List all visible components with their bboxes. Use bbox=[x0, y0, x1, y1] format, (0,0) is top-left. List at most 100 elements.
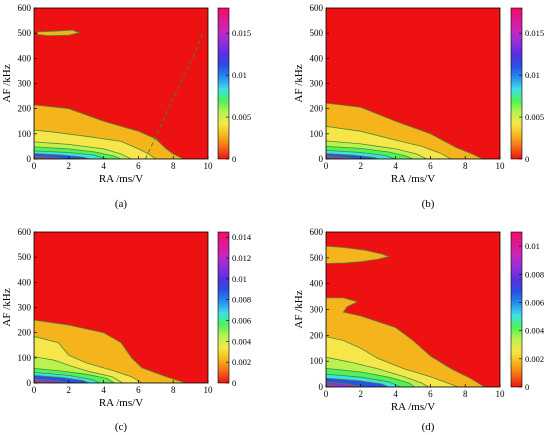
y-tick-label: 200 bbox=[18, 328, 32, 338]
colorbar-tick-label: 0.008 bbox=[232, 295, 251, 305]
x-tick-label: 4 bbox=[101, 385, 106, 395]
colorbar-tick-label: 0.004 bbox=[232, 336, 252, 346]
y-tick-label: 500 bbox=[18, 28, 32, 38]
y-tick-label: 300 bbox=[18, 79, 32, 89]
x-axis-label: RA /ms/V bbox=[99, 397, 143, 409]
contour-layer bbox=[326, 102, 483, 159]
x-tick-label: 10 bbox=[496, 389, 506, 399]
colorbar bbox=[510, 231, 523, 388]
colorbar-tick-label: 0 bbox=[525, 154, 529, 164]
x-tick-label: 4 bbox=[393, 389, 398, 399]
x-axis-label: RA /ms/V bbox=[99, 173, 143, 185]
y-axis-label: AF /kHz bbox=[1, 288, 13, 326]
colorbar-tick-label: 0.002 bbox=[232, 357, 251, 367]
y-tick-label: 0 bbox=[27, 378, 32, 388]
x-tick-label: 8 bbox=[171, 161, 176, 171]
y-tick-label: 500 bbox=[18, 252, 32, 262]
y-tick-label: 600 bbox=[18, 3, 32, 13]
colorbar-tick-label: 0.01 bbox=[232, 274, 247, 284]
colorbar-tick-label: 0.005 bbox=[525, 112, 544, 122]
colorbar-tick-label: 0 bbox=[232, 378, 236, 388]
x-tick-label: 10 bbox=[496, 161, 506, 171]
x-tick-label: 2 bbox=[67, 385, 72, 395]
y-tick-label: 200 bbox=[18, 104, 32, 114]
colorbar-tick-label: 0.005 bbox=[232, 112, 251, 122]
y-tick-label: 400 bbox=[18, 53, 32, 63]
x-tick-label: 6 bbox=[428, 161, 433, 171]
colorbar-tick-label: 0.006 bbox=[232, 316, 251, 326]
y-tick-label: 400 bbox=[18, 277, 32, 287]
colorbar-tick-label: 0 bbox=[232, 154, 236, 164]
colorbar-tick-label: 0.012 bbox=[232, 253, 251, 263]
x-tick-label: 0 bbox=[324, 161, 329, 171]
x-tick-label: 2 bbox=[359, 161, 364, 171]
y-axis-label: AF /kHz bbox=[1, 64, 13, 102]
colorbar bbox=[510, 7, 523, 160]
y-tick-label: 100 bbox=[18, 129, 32, 139]
x-tick-label: 8 bbox=[171, 385, 176, 395]
contour-region-purple bbox=[326, 381, 365, 387]
y-tick-label: 300 bbox=[18, 303, 32, 313]
dashed-line bbox=[144, 33, 204, 159]
colorbar bbox=[217, 231, 230, 384]
y-tick-label: 600 bbox=[310, 227, 324, 237]
contour-layer bbox=[326, 245, 486, 387]
colorbar-tick-label: 0.01 bbox=[232, 70, 247, 80]
y-tick-label: 600 bbox=[18, 227, 32, 237]
y-tick-label: 500 bbox=[310, 253, 324, 263]
y-tick-label: 0 bbox=[319, 382, 324, 392]
y-tick-label: 100 bbox=[310, 129, 324, 139]
x-tick-label: 6 bbox=[428, 389, 433, 399]
panel-label: (d) bbox=[422, 421, 435, 433]
panel-label: (b) bbox=[422, 198, 435, 210]
y-tick-label: 100 bbox=[310, 356, 324, 366]
colorbar-tick-label: 0.014 bbox=[232, 232, 252, 242]
colorbar-tick-label: 0.008 bbox=[525, 269, 544, 279]
contour-layer bbox=[34, 319, 186, 383]
colorbar-tick-label: 0.01 bbox=[525, 70, 540, 80]
y-tick-label: 0 bbox=[319, 154, 324, 164]
panel-label: (a) bbox=[115, 198, 128, 210]
x-tick-label: 6 bbox=[136, 161, 141, 171]
colorbar-tick-label: 0.004 bbox=[525, 326, 545, 336]
x-tick-label: 0 bbox=[324, 389, 329, 399]
contour-layer bbox=[34, 29, 204, 159]
x-tick-label: 4 bbox=[393, 161, 398, 171]
y-tick-label: 300 bbox=[310, 305, 324, 315]
x-tick-label: 0 bbox=[32, 385, 37, 395]
x-tick-label: 6 bbox=[136, 385, 141, 395]
y-tick-label: 200 bbox=[310, 104, 324, 114]
contour-island-1 bbox=[37, 29, 81, 37]
x-tick-label: 8 bbox=[463, 389, 468, 399]
y-tick-label: 600 bbox=[310, 3, 324, 13]
y-axis-label: AF /kHz bbox=[293, 64, 305, 102]
x-tick-label: 8 bbox=[463, 161, 468, 171]
panel-label: (c) bbox=[115, 421, 128, 433]
x-axis-label: RA /ms/V bbox=[391, 173, 435, 185]
y-axis-label: AF /kHz bbox=[293, 290, 305, 328]
y-tick-label: 0 bbox=[27, 154, 32, 164]
y-tick-label: 300 bbox=[310, 79, 324, 89]
contour-island-1 bbox=[326, 245, 390, 264]
contour-region-magenta bbox=[326, 384, 340, 387]
colorbar bbox=[217, 7, 230, 160]
colorbar-tick-label: 0.015 bbox=[525, 28, 544, 38]
x-tick-label: 2 bbox=[67, 161, 72, 171]
y-tick-label: 400 bbox=[310, 279, 324, 289]
x-tick-label: 0 bbox=[32, 161, 37, 171]
colorbar-tick-label: 0.006 bbox=[525, 297, 544, 307]
colorbar-tick-label: 0.015 bbox=[232, 28, 251, 38]
colorbar-tick-label: 0 bbox=[525, 382, 529, 392]
colorbar-tick-label: 0.01 bbox=[525, 241, 540, 251]
y-tick-label: 200 bbox=[310, 330, 324, 340]
y-tick-label: 400 bbox=[310, 53, 324, 63]
x-tick-label: 2 bbox=[359, 389, 364, 399]
y-tick-label: 100 bbox=[18, 353, 32, 363]
x-axis-label: RA /ms/V bbox=[391, 401, 435, 413]
colorbar-tick-label: 0.002 bbox=[525, 354, 544, 364]
